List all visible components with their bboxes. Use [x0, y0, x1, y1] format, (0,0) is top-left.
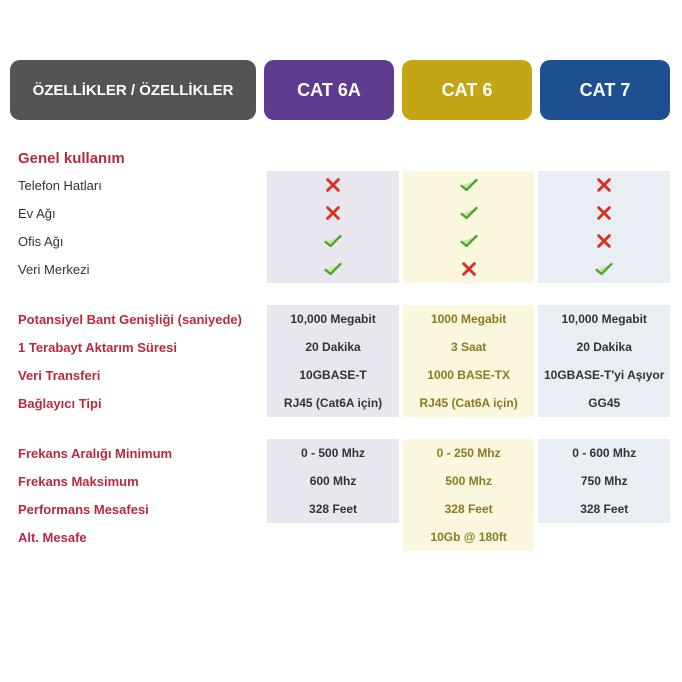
- cross-icon: [594, 204, 614, 222]
- cell-a: [267, 171, 399, 199]
- cell-a: 0 - 500 Mhz: [267, 439, 399, 467]
- cell-a: 328 Feet: [267, 495, 399, 523]
- cross-icon: [323, 176, 343, 194]
- cell-a: [267, 199, 399, 227]
- cell-b: 0 - 250 Mhz: [403, 439, 535, 467]
- cell-b: [403, 227, 535, 255]
- cell-a: 20 Dakika: [267, 333, 399, 361]
- check-icon: [459, 232, 479, 250]
- table-row: Telefon Hatları: [10, 171, 672, 199]
- section-title: Genel kullanım: [10, 144, 672, 171]
- cell-b: [403, 255, 535, 283]
- cross-icon: [594, 176, 614, 194]
- table-row: Veri Merkezi: [10, 255, 672, 283]
- check-icon: [323, 232, 343, 250]
- cell-b: RJ45 (Cat6A için): [403, 389, 535, 417]
- cross-icon: [459, 260, 479, 278]
- header-col-a: CAT 6A: [264, 60, 394, 120]
- cell-b: 328 Feet: [403, 495, 535, 523]
- cross-icon: [594, 232, 614, 250]
- header-col-b: CAT 6: [402, 60, 532, 120]
- cell-c: GG45: [538, 389, 670, 417]
- table-row: Alt. Mesafe 10Gb @ 180ft: [10, 523, 672, 551]
- cell-a: 600 Mhz: [267, 467, 399, 495]
- cell-b: 1000 BASE-TX: [403, 361, 535, 389]
- table-row: Performans Mesafesi328 Feet328 Feet328 F…: [10, 495, 672, 523]
- cell-a: 10GBASE-T: [267, 361, 399, 389]
- row-label: Ev Ağı: [10, 199, 265, 227]
- row-label: 1 Terabayt Aktarım Süresi: [10, 333, 265, 361]
- check-icon: [459, 204, 479, 222]
- row-label: Alt. Mesafe: [10, 523, 265, 551]
- table-row: Ofis Ağı: [10, 227, 672, 255]
- check-icon: [594, 260, 614, 278]
- table-row: Frekans Maksimum600 Mhz500 Mhz750 Mhz: [10, 467, 672, 495]
- header-col-c: CAT 7: [540, 60, 670, 120]
- check-icon: [459, 176, 479, 194]
- cell-c: [538, 227, 670, 255]
- row-label: Bağlayıcı Tipi: [10, 389, 265, 417]
- row-label: Frekans Maksimum: [10, 467, 265, 495]
- cell-b: 3 Saat: [403, 333, 535, 361]
- cell-b: 1000 Megabit: [403, 305, 535, 333]
- cell-c: 0 - 600 Mhz: [538, 439, 670, 467]
- cell-c: 10,000 Megabit: [538, 305, 670, 333]
- table-row: Ev Ağı: [10, 199, 672, 227]
- cell-b: 10Gb @ 180ft: [403, 523, 535, 551]
- cell-a: [267, 523, 399, 551]
- row-label: Performans Mesafesi: [10, 495, 265, 523]
- cross-icon: [323, 204, 343, 222]
- table-row: Bağlayıcı TipiRJ45 (Cat6A için)RJ45 (Cat…: [10, 389, 672, 417]
- cell-a: [267, 255, 399, 283]
- cell-c: [538, 523, 670, 551]
- table-row: Veri Transferi10GBASE-T1000 BASE-TX10GBA…: [10, 361, 672, 389]
- row-label: Frekans Aralığı Minimum: [10, 439, 265, 467]
- check-icon: [323, 260, 343, 278]
- cell-b: [403, 199, 535, 227]
- header-row: ÖZELLİKLER / ÖZELLİKLER CAT 6A CAT 6 CAT…: [10, 60, 672, 120]
- cell-a: 10,000 Megabit: [267, 305, 399, 333]
- cell-c: [538, 255, 670, 283]
- row-label: Ofis Ağı: [10, 227, 265, 255]
- cell-c: 328 Feet: [538, 495, 670, 523]
- cell-c: 10GBASE-T'yi Aşıyor: [538, 361, 670, 389]
- table-row: Potansiyel Bant Genişliği (saniyede)10,0…: [10, 305, 672, 333]
- table-row: 1 Terabayt Aktarım Süresi20 Dakika3 Saat…: [10, 333, 672, 361]
- header-features: ÖZELLİKLER / ÖZELLİKLER: [10, 60, 256, 120]
- table-row: Frekans Aralığı Minimum0 - 500 Mhz0 - 25…: [10, 439, 672, 467]
- row-label: Veri Merkezi: [10, 255, 265, 283]
- row-label: Potansiyel Bant Genişliği (saniyede): [10, 305, 265, 333]
- row-label: Telefon Hatları: [10, 171, 265, 199]
- cell-a: [267, 227, 399, 255]
- cell-c: [538, 171, 670, 199]
- cell-b: [403, 171, 535, 199]
- cell-c: 750 Mhz: [538, 467, 670, 495]
- cell-c: 20 Dakika: [538, 333, 670, 361]
- cell-a: RJ45 (Cat6A için): [267, 389, 399, 417]
- cell-c: [538, 199, 670, 227]
- row-label: Veri Transferi: [10, 361, 265, 389]
- cell-b: 500 Mhz: [403, 467, 535, 495]
